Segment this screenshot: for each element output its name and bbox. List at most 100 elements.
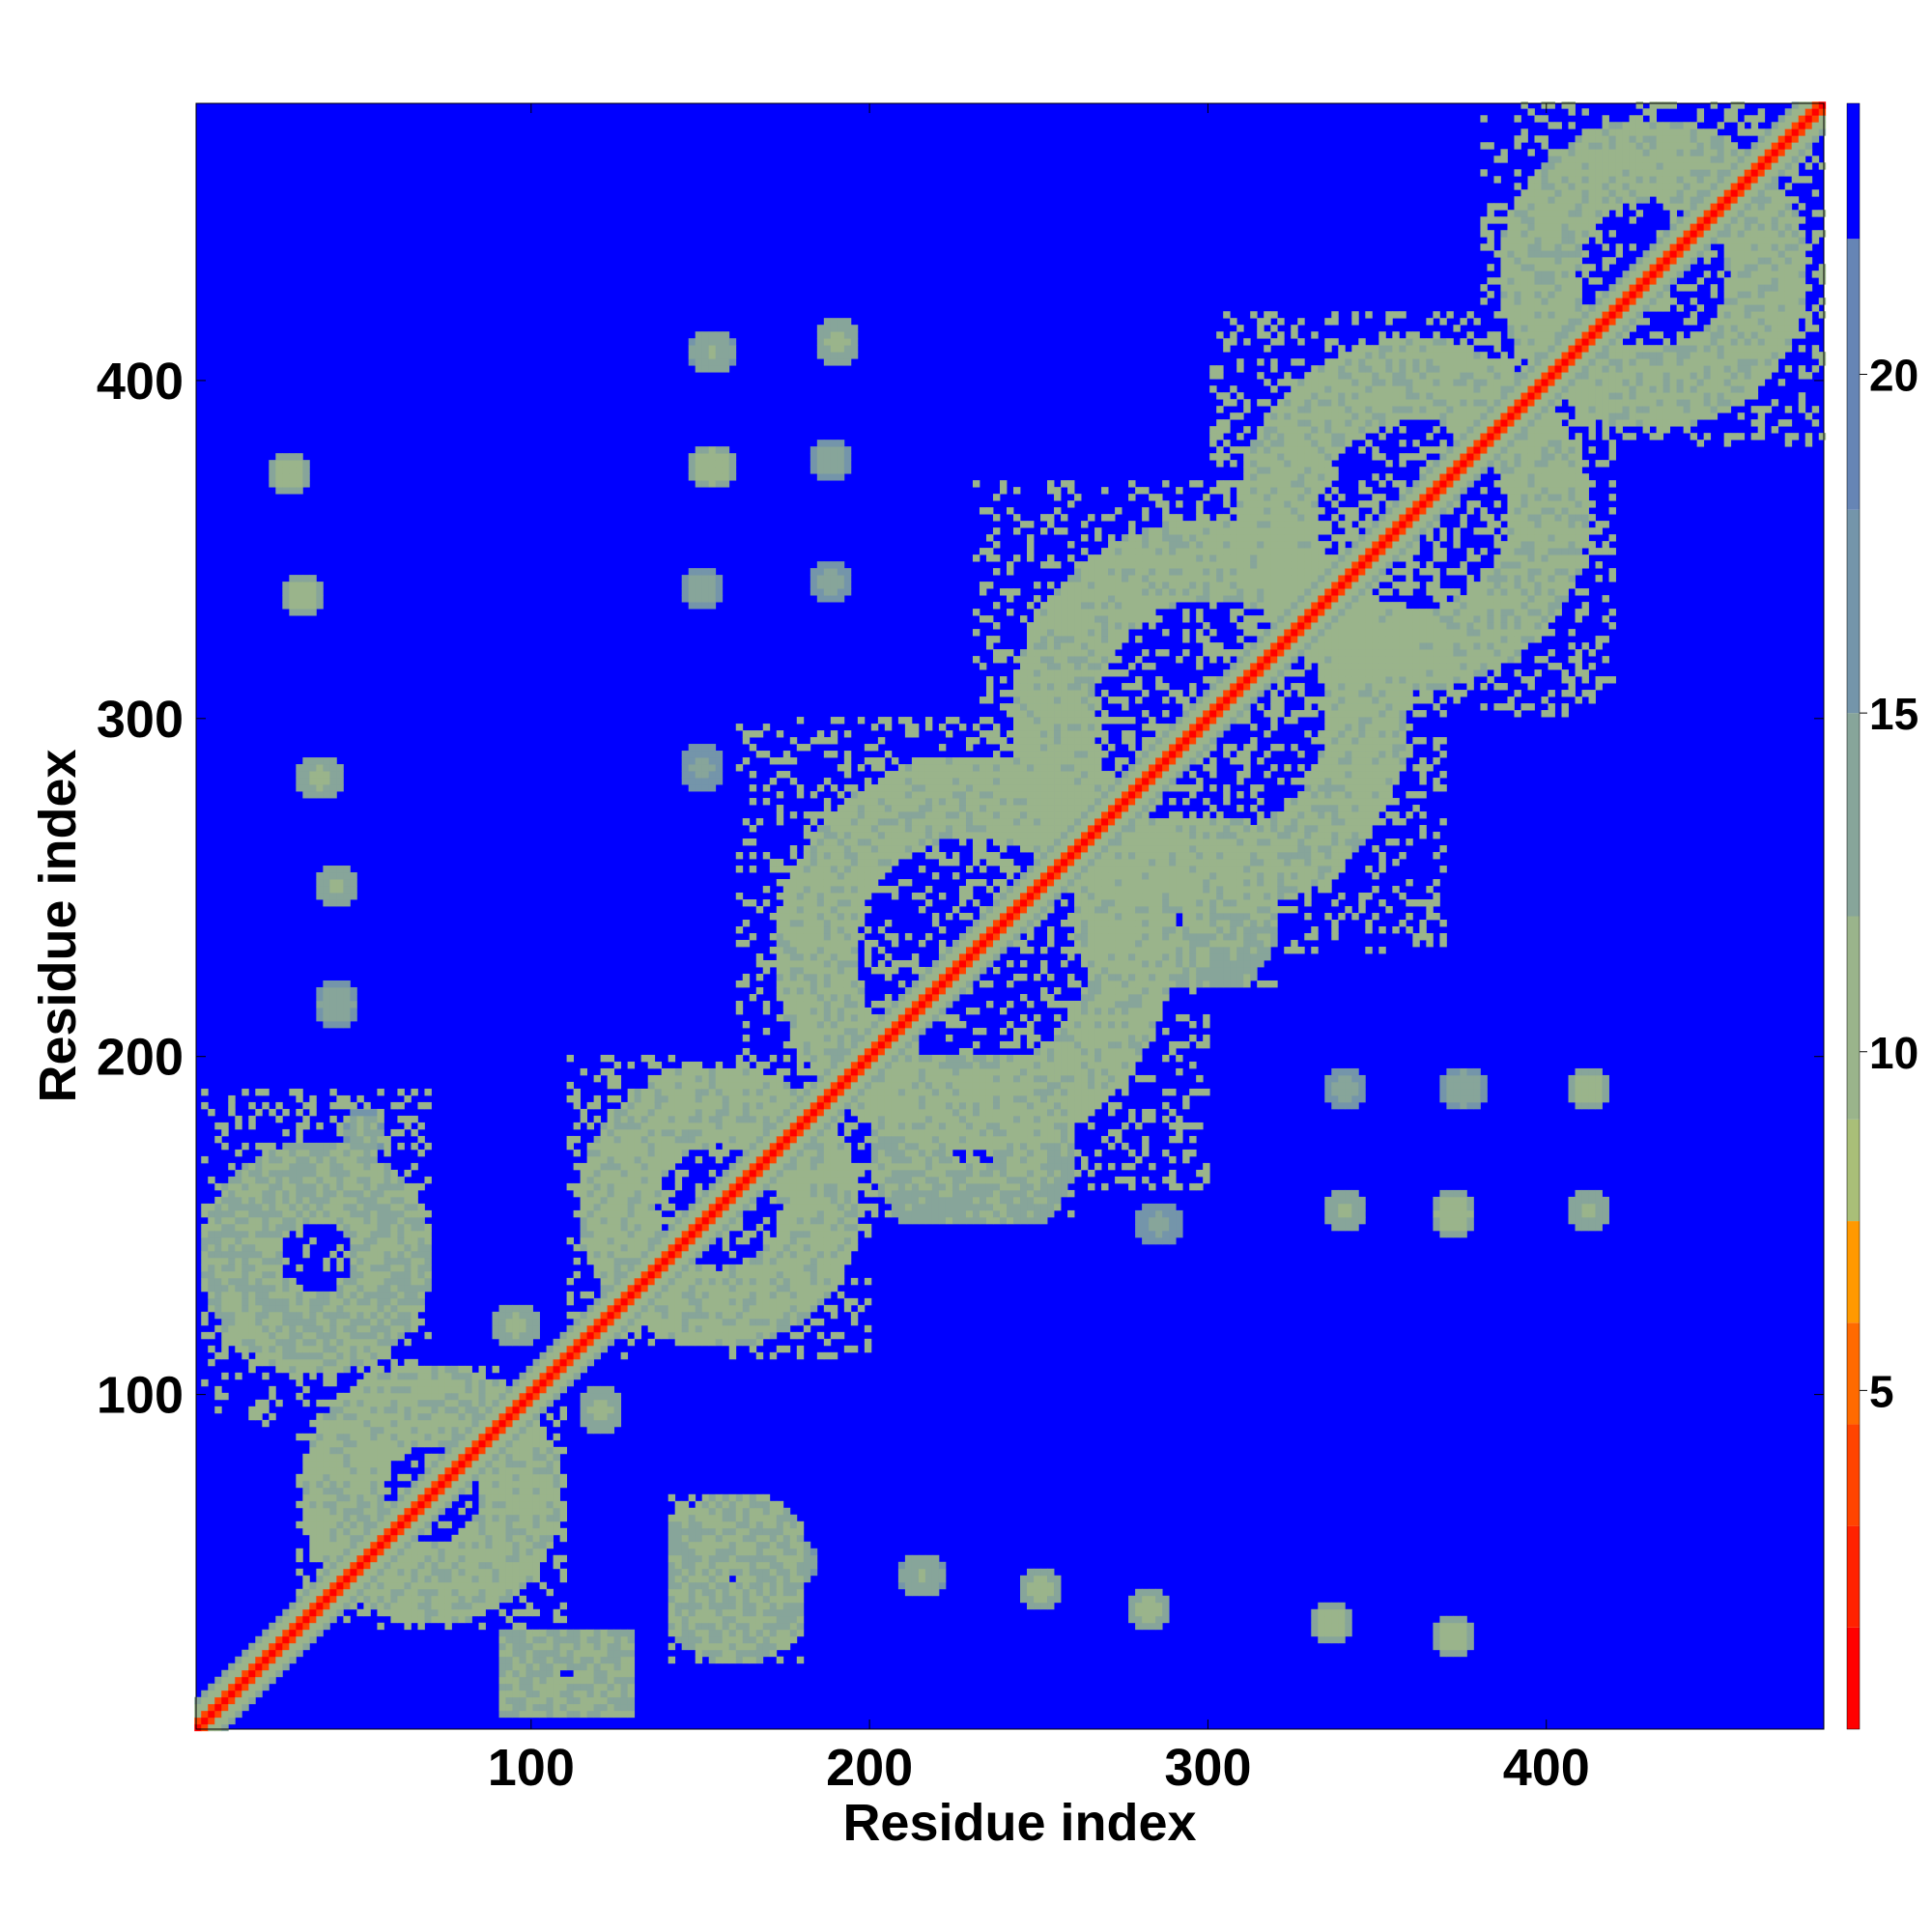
heatmap-cell [554,1474,560,1481]
heatmap-cell [770,1298,777,1305]
heatmap-cell [682,1231,689,1237]
heatmap-cell [709,1616,716,1623]
heatmap-cell [329,1569,336,1576]
heatmap-cell [547,1636,554,1643]
heatmap-cell [275,1258,282,1264]
heatmap-cell [302,1251,309,1258]
heatmap-cell [756,1609,763,1616]
heatmap-cell [662,1292,668,1298]
heatmap-cell [689,358,696,365]
heatmap-cell [716,1271,723,1278]
heatmap-cell [411,1264,417,1271]
heatmap-cell [723,1501,729,1508]
heatmap-cell [601,1650,608,1657]
heatmap-cell [323,1319,329,1325]
heatmap-cell [763,1582,770,1589]
heatmap-cell [533,1359,540,1366]
heatmap-cell [682,1224,689,1231]
heatmap-cell [777,1143,783,1150]
heatmap-cell [560,1636,567,1643]
heatmap-cell [309,1305,316,1312]
heatmap-cell [756,1136,763,1143]
heatmap-cell [554,1562,560,1569]
heatmap-cell [587,1677,594,1684]
heatmap-cell [316,771,323,778]
heatmap-cell [628,1156,635,1163]
heatmap-cell [248,1122,255,1129]
heatmap-cell [458,1535,465,1542]
heatmap-cell [696,1596,702,1603]
heatmap-cell [554,1650,560,1657]
heatmap-cell [479,1393,486,1400]
heatmap-cell [424,1515,431,1521]
heatmap-cell [628,1690,635,1697]
heatmap-cell [242,1264,248,1271]
heatmap-cell [723,1325,729,1332]
heatmap-cell [614,1264,621,1271]
heatmap-cell [797,1055,804,1062]
heatmap-cell [296,1089,302,1095]
heatmap-cell [608,1386,614,1393]
heatmap-cell [363,1109,370,1116]
heatmap-cell [689,1528,696,1535]
heatmap-cell [635,1163,641,1170]
heatmap-cell [716,1082,723,1089]
heatmap-cell [370,1204,377,1210]
heatmap-cell [397,1210,404,1217]
heatmap-cell [411,1488,417,1494]
heatmap-cell [316,987,323,994]
heatmap-cell [729,1075,736,1082]
heatmap-cell [208,1711,214,1718]
heatmap-cell [336,1339,343,1346]
heatmap-cell [594,1244,601,1251]
heatmap-cell [581,1690,587,1697]
heatmap-cell [581,1346,587,1352]
heatmap-cell [689,1636,696,1643]
heatmap-cell [790,1292,797,1298]
heatmap-cell [255,1684,262,1690]
heatmap-cell [662,1312,668,1319]
heatmap-cell [608,1237,614,1244]
heatmap-cell [655,1210,662,1217]
heatmap-cell [384,1325,390,1332]
heatmap-cell [458,1582,465,1589]
heatmap-cell [668,1122,675,1129]
heatmap-cell [763,1028,770,1035]
heatmap-cell [797,1292,804,1298]
heatmap-cell [750,771,756,778]
heatmap-cell [696,602,702,609]
heatmap-cell [790,1163,797,1170]
heatmap-cell [567,1143,574,1150]
heatmap-cell [343,1339,350,1346]
heatmap-cell [662,1089,668,1095]
heatmap-cell [269,1210,275,1217]
heatmap-cell [356,1359,363,1366]
heatmap-cell [506,1663,513,1670]
heatmap-cell [770,1548,777,1555]
heatmap-cell [702,480,709,487]
heatmap-cell [309,588,316,595]
heatmap-cell [594,1217,601,1224]
heatmap-cell [723,1596,729,1603]
heatmap-cell [208,1285,214,1292]
heatmap-cell [384,1177,390,1183]
heatmap-cell [499,1636,506,1643]
heatmap-cell [289,1204,296,1210]
heatmap-cell [309,1596,316,1603]
heatmap-cell [242,1298,248,1305]
heatmap-cell [228,1670,235,1677]
heatmap-cell [221,1298,228,1305]
heatmap-cell [547,1515,554,1521]
heatmap-cell [790,987,797,994]
heatmap-cell [370,1501,377,1508]
heatmap-cell [763,1143,770,1150]
heatmap-cell [696,1271,702,1278]
heatmap-cell [581,1677,587,1684]
heatmap-cell [689,784,696,791]
heatmap-cell [343,1494,350,1501]
heatmap-cell [404,1224,411,1231]
heatmap-cell [750,1312,756,1319]
heatmap-cell [316,1339,323,1346]
heatmap-cell [404,1400,411,1406]
heatmap-cell [628,1122,635,1129]
